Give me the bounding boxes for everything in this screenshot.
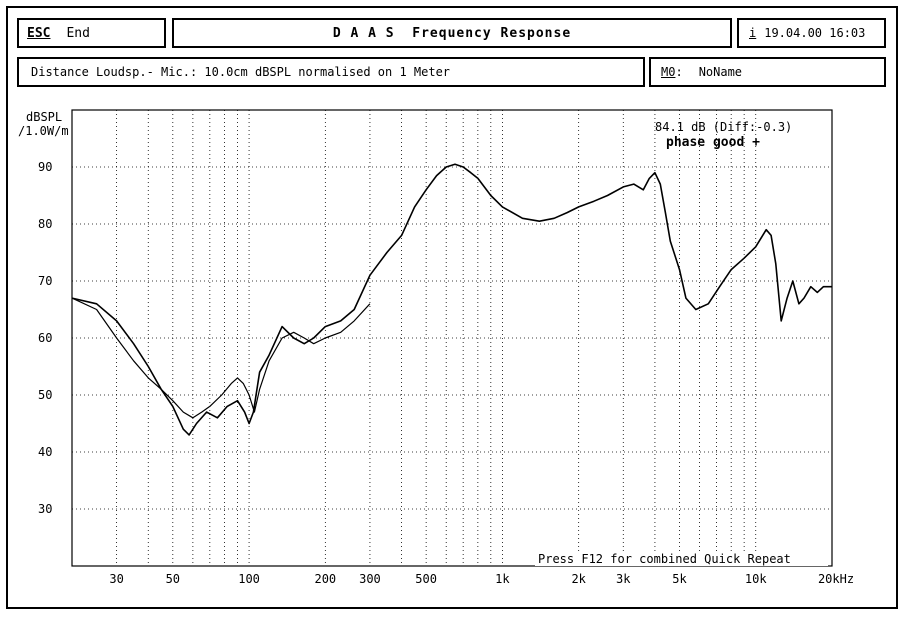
title-text: D A A S Frequency Response bbox=[332, 25, 572, 41]
x-tick-label: 200 bbox=[314, 572, 336, 586]
app-frame bbox=[6, 6, 898, 609]
info-datetime-button[interactable]: i 19.04.00 16:03 bbox=[737, 18, 886, 48]
memory-slot-button[interactable]: M0 : NoName bbox=[649, 57, 886, 87]
tick-labels: 30 50 100 200 300 500 1k 2k 3k 5k 10k 20kHz 30 40 50 60… bbox=[38, 160, 854, 586]
datetime-text: 19.04.00 16:03 bbox=[764, 26, 866, 40]
esc-key-label: ESC bbox=[27, 25, 51, 41]
esc-end-button[interactable]: ESC End bbox=[17, 18, 166, 48]
footer-hint: Press F12 for combined Quick Repeat bbox=[538, 552, 791, 566]
description-text: Distance Loudsp.- Mic.: 10.0cm dBSPL nor… bbox=[31, 65, 451, 79]
level-readout: 84.1 dB (Diff:-0.3) bbox=[655, 120, 792, 134]
x-tick-label: 10k bbox=[745, 572, 767, 586]
plot-area-border bbox=[71, 109, 833, 567]
series-layer bbox=[71, 163, 832, 436]
memory-separator: : bbox=[675, 65, 683, 79]
phase-status: phase good + bbox=[666, 135, 760, 150]
end-label: End bbox=[66, 25, 90, 41]
y-tick-label: 60 bbox=[38, 331, 52, 345]
x-tick-label: 3k bbox=[616, 572, 631, 586]
y-tick-label: 40 bbox=[38, 445, 52, 459]
series-line-1 bbox=[71, 163, 832, 436]
y-tick-label: 70 bbox=[38, 274, 52, 288]
y-tick-label: 80 bbox=[38, 217, 52, 231]
y-axis-label: dBSPL bbox=[26, 110, 62, 124]
x-tick-label: 20kHz bbox=[818, 572, 854, 586]
y-axis-unit-label: /1.0W/m bbox=[18, 124, 69, 138]
memory-key-label: M0 bbox=[661, 65, 676, 79]
memory-name-text: NoName bbox=[698, 65, 743, 79]
series-line-2 bbox=[71, 297, 371, 419]
x-tick-label: 100 bbox=[238, 572, 260, 586]
y-tick-label: 90 bbox=[38, 160, 52, 174]
x-tick-label: 500 bbox=[415, 572, 437, 586]
x-tick-label: 30 bbox=[109, 572, 123, 586]
grid-layer bbox=[72, 110, 832, 566]
page-title: D A A S Frequency Response bbox=[172, 18, 732, 48]
x-tick-label: 1k bbox=[495, 572, 510, 586]
x-tick-label: 2k bbox=[571, 572, 586, 586]
footer-hint-bg bbox=[535, 551, 828, 566]
measurement-description: Distance Loudsp.- Mic.: 10.0cm dBSPL nor… bbox=[17, 57, 645, 87]
x-tick-label: 50 bbox=[166, 572, 180, 586]
info-key-label: i bbox=[749, 26, 757, 40]
x-tick-label: 5k bbox=[672, 572, 687, 586]
y-tick-label: 30 bbox=[38, 502, 52, 516]
x-tick-label: 300 bbox=[359, 572, 381, 586]
y-tick-label: 50 bbox=[38, 388, 52, 402]
